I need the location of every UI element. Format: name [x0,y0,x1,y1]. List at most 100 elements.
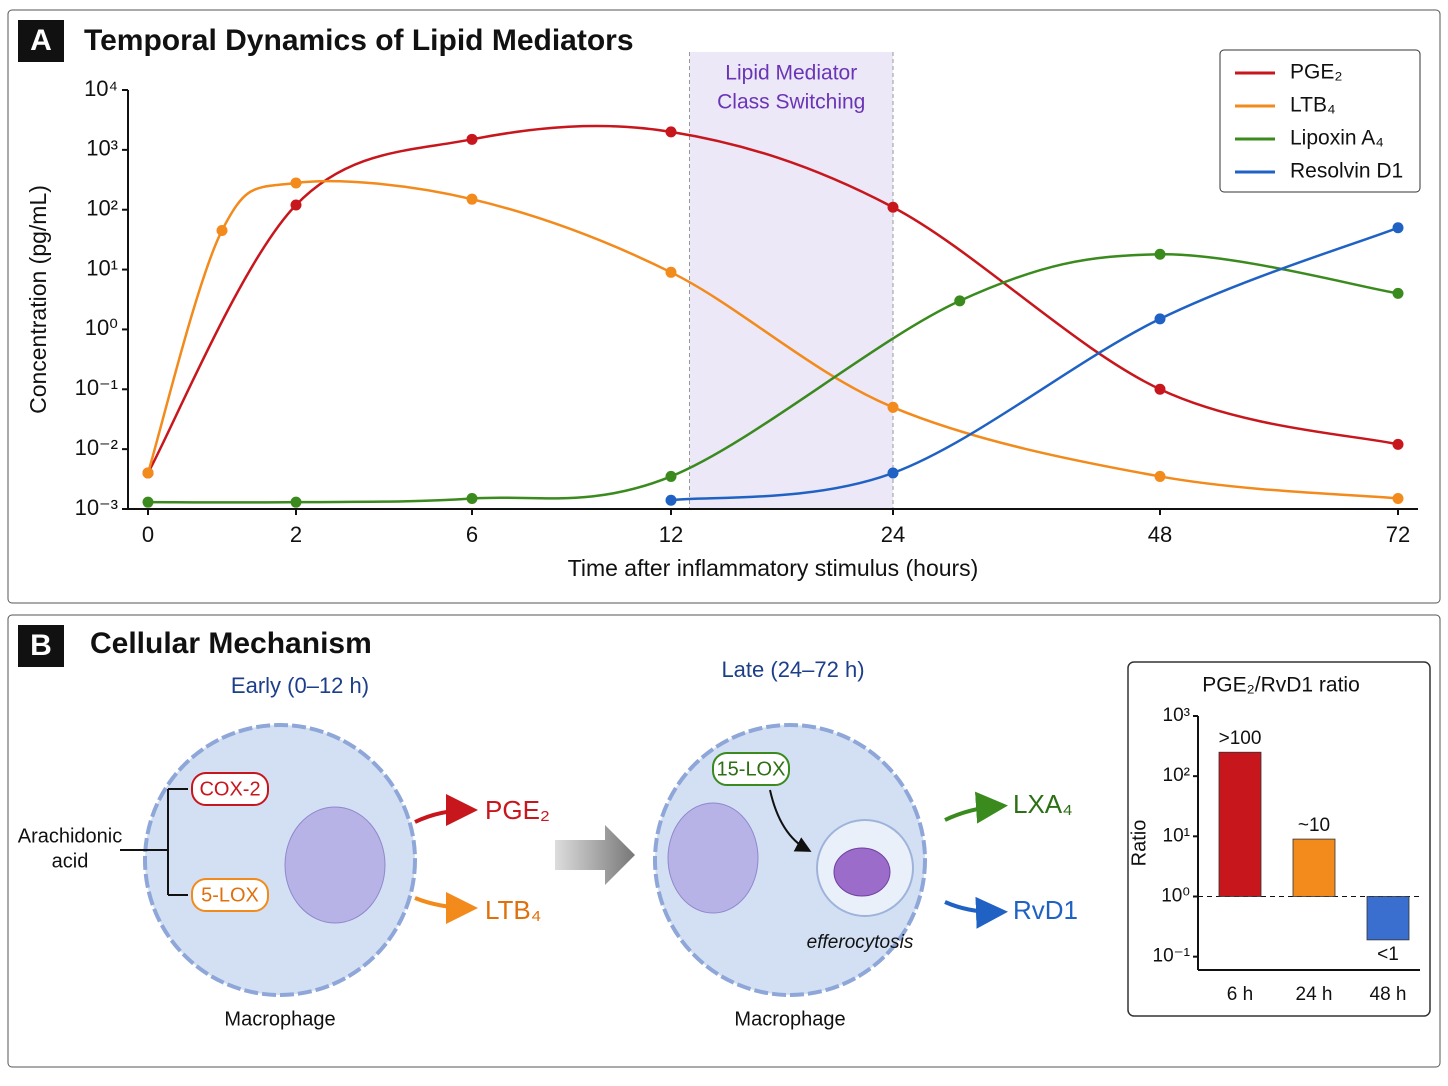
panel-b-frame [7,614,1441,1068]
cell [653,723,927,997]
stage-label: Late (24–72 h) [721,657,864,682]
annotation: Lipid Mediator [725,62,857,85]
bar-chart: PGE₂/RvD1 ratio Ratio 10⁻¹ 10⁰ 10¹ 10² 10³ >100… [1128,674,1420,1005]
data-point [1154,313,1166,325]
bracket [120,788,188,896]
enzyme-box [712,752,790,786]
data-point [1392,287,1404,299]
data-point [665,126,677,138]
panel-a-frame [7,9,1441,604]
data-point [1392,492,1404,504]
legend-label: Lipoxin A₄ [1290,127,1384,150]
value-label: >100 [1219,728,1262,749]
series-line [670,226,1399,502]
panel-badge [18,625,64,667]
series-line [146,179,1399,500]
enzyme-box [191,772,269,806]
y-axis-title: Ratio [1128,820,1150,867]
value-label: <1 [1377,944,1399,965]
data-point [466,133,478,145]
x-tick-label: 48 [1148,522,1172,547]
y-tick-label: 10¹ [1163,825,1190,846]
panel-title: Cellular Mechanism [90,627,372,660]
data-point [1154,383,1166,395]
y-axis-title: Concentration (pg/mL) [25,185,51,414]
y-tick-label: 10² [86,196,118,221]
arrow [414,794,478,827]
data-point [1392,222,1404,234]
cell-label: Macrophage [224,1008,335,1030]
chart-title: PGE₂/RvD1 ratio [1202,674,1360,697]
value-label: ~10 [1298,815,1330,836]
nucleus [284,806,386,924]
cell-label: Macrophage [734,1008,845,1030]
enzyme-box [191,878,269,912]
y-tick-label: 10⁴ [84,76,118,101]
enzyme: COX-2 [199,778,260,800]
enzyme: 15-LOX [717,758,786,780]
arrow [944,896,1008,929]
data-point [665,266,677,278]
data-point [142,496,154,508]
x-tick-label: 48 h [1370,984,1407,1005]
arrow [769,789,812,852]
y-tick-label: 10⁰ [1161,886,1190,907]
data-point [216,224,228,236]
y-tick-label: 10⁻¹ [1153,946,1191,967]
chart-title: Temporal Dynamics of Lipid Mediators [84,24,634,57]
substrate: acid [52,850,89,872]
transition-arrow [555,825,635,885]
y-tick-label: 10⁻² [75,435,118,460]
product: PGE₂ [485,795,550,825]
x-tick-label: 12 [659,522,683,547]
legend-label: PGE₂ [1290,61,1343,84]
data-point [665,470,677,482]
data-point [142,467,154,479]
stage-label: Early (0–12 h) [231,673,369,698]
data-point [1154,470,1166,482]
panel-label: B [30,629,52,662]
y-tick-label: 10² [1163,765,1190,786]
x-axis-title: Time after inflammatory stimulus (hours) [568,555,979,581]
y-tick-label: 10³ [86,136,118,161]
x-tick-label: 6 [466,522,478,547]
product: RvD1 [1013,895,1078,925]
arrow [414,891,478,924]
data-point [290,199,302,211]
enzyme: 5-LOX [201,884,259,906]
nucleus [667,802,759,914]
arrow [944,791,1008,824]
data-point [466,492,478,504]
y-tick-label: 10³ [1163,705,1190,726]
apoptotic-cell [833,847,891,897]
x-tick-label: 24 h [1296,984,1333,1005]
bar [1366,896,1410,941]
data-point [1154,248,1166,260]
legend-frame [1219,49,1421,193]
data-point [954,295,966,307]
data-point [887,201,899,213]
legend-label: LTB₄ [1290,94,1336,117]
legend-label: Resolvin D1 [1290,160,1403,183]
x-tick-label: 24 [881,522,905,547]
data-point [887,401,899,413]
panel-badge [18,20,64,62]
data-point [466,193,478,205]
x-tick-label: 6 h [1227,984,1253,1005]
bar [1218,751,1262,897]
x-tick-label: 72 [1386,522,1410,547]
data-point [887,467,899,479]
product: LTB₄ [485,895,541,925]
x-tick-label: 2 [290,522,302,547]
panel-label: A [30,24,52,57]
shaded-region [689,52,893,509]
data-point [290,496,302,508]
x-tick-label: 0 [142,522,154,547]
process-label: efferocytosis [807,932,914,953]
annotation: Class Switching [717,91,865,114]
y-tick-label: 10⁻³ [75,495,118,520]
data-point [290,177,302,189]
panel-b: B Cellular Mechanism Early (0–12 h) Late… [18,625,1431,1030]
data-point [1392,438,1404,450]
